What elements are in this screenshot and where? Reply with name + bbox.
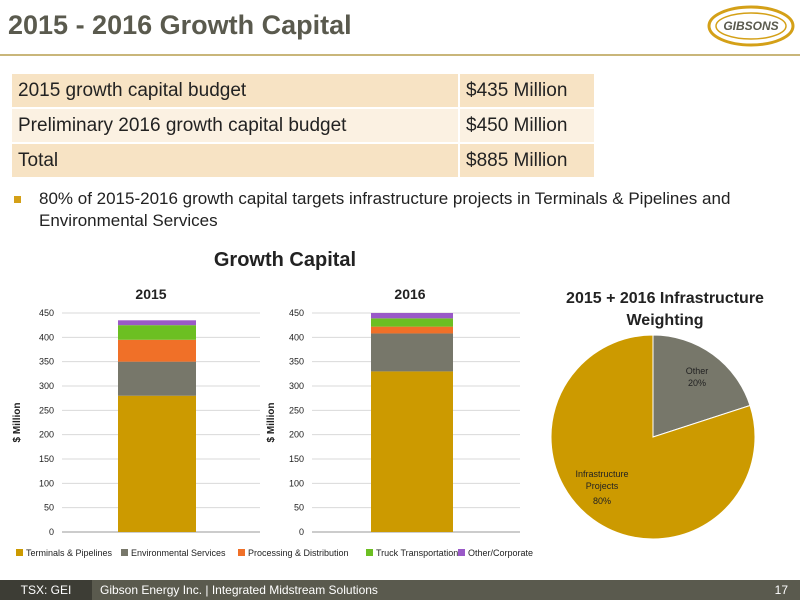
pie-slice-other [652, 334, 751, 438]
bullet-square-icon [14, 196, 21, 203]
y-tick-label-2016: 0 [299, 527, 304, 537]
legend-label: Environmental Services [131, 548, 226, 558]
table-row: Preliminary 2016 growth capital budget $… [12, 107, 594, 144]
footer-ticker: TSX: GEI [0, 580, 92, 600]
legend-swatch [238, 549, 245, 556]
bullet-point: 80% of 2015-2016 growth capital targets … [14, 188, 794, 232]
y-tick-label-2015: 50 [44, 503, 54, 513]
pie-value-infrastructure: 80% [593, 496, 611, 506]
y-tick-label-2016: 250 [289, 405, 304, 415]
y-tick-label-2015: 200 [39, 430, 54, 440]
pie-label-infrastructure-line2: Projects [586, 481, 619, 491]
legend-label: Terminals & Pipelines [26, 548, 113, 558]
row-label: Total [12, 143, 459, 177]
y-tick-label-2015: 450 [39, 308, 54, 318]
footer-company: Gibson Energy Inc. | Integrated Midstrea… [100, 583, 378, 597]
y-axis-label-2016: $ Million [266, 403, 277, 443]
pie-title-line2: Weighting [626, 312, 703, 329]
y-tick-label-2015: 0 [49, 527, 54, 537]
y-tick-label-2015: 300 [39, 381, 54, 391]
pie-label-other: Other [686, 366, 709, 376]
slide-title: 2015 - 2016 Growth Capital [8, 10, 352, 40]
bar-segment-2016-other-corporate [371, 313, 453, 319]
table-row: Total $885 Million [12, 142, 594, 177]
legend-swatch [16, 549, 23, 556]
y-tick-label-2016: 50 [294, 503, 304, 513]
gibsons-logo: GIBSONS [707, 5, 795, 47]
row-value: $435 Million [458, 74, 594, 108]
bar-segment-2015-terminals-pipelines [118, 395, 196, 532]
y-tick-label-2016: 100 [289, 478, 304, 488]
bar-segment-2016-truck-transportation [371, 318, 453, 327]
y-tick-label-2016: 450 [289, 308, 304, 318]
legend-swatch [366, 549, 373, 556]
y-tick-label-2016: 350 [289, 357, 304, 367]
logo-text: GIBSONS [723, 19, 778, 33]
row-label: 2015 growth capital budget [12, 74, 459, 108]
chart-subtitle-2015: 2015 [135, 286, 166, 302]
bar-segment-2015-other-corporate [118, 320, 196, 326]
bar-segment-2016-environmental-services [371, 333, 453, 372]
budget-table: 2015 growth capital budget $435 Million … [12, 74, 594, 177]
bullet-text: 80% of 2015-2016 growth capital targets … [39, 189, 731, 230]
y-tick-label-2016: 400 [289, 332, 304, 342]
bar-segment-2016-terminals-pipelines [371, 371, 453, 532]
legend-label: Truck Transportation [376, 548, 458, 558]
table-row: 2015 growth capital budget $435 Million [12, 74, 594, 108]
title-divider [0, 54, 800, 56]
y-tick-label-2016: 150 [289, 454, 304, 464]
legend-swatch [458, 549, 465, 556]
pie-title-line1: 2015 + 2016 Infrastructure [566, 290, 764, 307]
y-tick-label-2016: 200 [289, 430, 304, 440]
legend-label: Other/Corporate [468, 548, 533, 558]
bar-segment-2015-environmental-services [118, 361, 196, 396]
y-tick-label-2015: 250 [39, 405, 54, 415]
footer-bar: TSX: GEI Gibson Energy Inc. | Integrated… [0, 580, 800, 600]
bar-segment-2016-processing-distribution [371, 326, 453, 334]
row-label: Preliminary 2016 growth capital budget [12, 107, 459, 144]
y-tick-label-2015: 350 [39, 357, 54, 367]
pie-label-infrastructure-line1: Infrastructure [575, 469, 628, 479]
pie-slice-infrastructure-projects [550, 334, 756, 540]
page-number: 17 [774, 583, 788, 597]
chart-subtitle-2016: 2016 [394, 286, 425, 302]
y-tick-label-2015: 150 [39, 454, 54, 464]
row-value: $885 Million [458, 142, 594, 177]
legend-label: Processing & Distribution [248, 548, 349, 558]
y-tick-label-2016: 300 [289, 381, 304, 391]
legend-swatch [121, 549, 128, 556]
y-axis-label-2015: $ Million [12, 403, 23, 443]
row-value: $450 Million [458, 107, 594, 144]
bar-segment-2015-processing-distribution [118, 339, 196, 362]
chart-title: Growth Capital [214, 249, 356, 271]
pie-value-other: 20% [688, 378, 706, 388]
growth-capital-charts: Growth Capital 2015 2016 2015 + 2016 Inf… [12, 249, 764, 558]
y-tick-label-2015: 400 [39, 332, 54, 342]
y-tick-label-2015: 100 [39, 478, 54, 488]
bar-segment-2015-truck-transportation [118, 325, 196, 340]
